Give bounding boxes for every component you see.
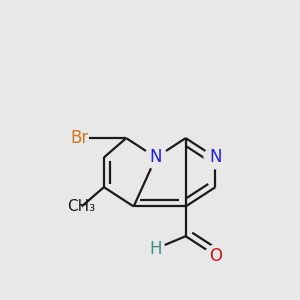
Text: Br: Br	[71, 129, 89, 147]
Circle shape	[145, 146, 167, 169]
Text: N: N	[209, 148, 222, 166]
Circle shape	[204, 146, 227, 169]
Text: H: H	[150, 240, 162, 258]
Text: N: N	[150, 148, 162, 166]
Text: CH₃: CH₃	[68, 199, 96, 214]
Text: O: O	[209, 247, 222, 265]
Circle shape	[205, 245, 226, 266]
Circle shape	[147, 240, 165, 258]
